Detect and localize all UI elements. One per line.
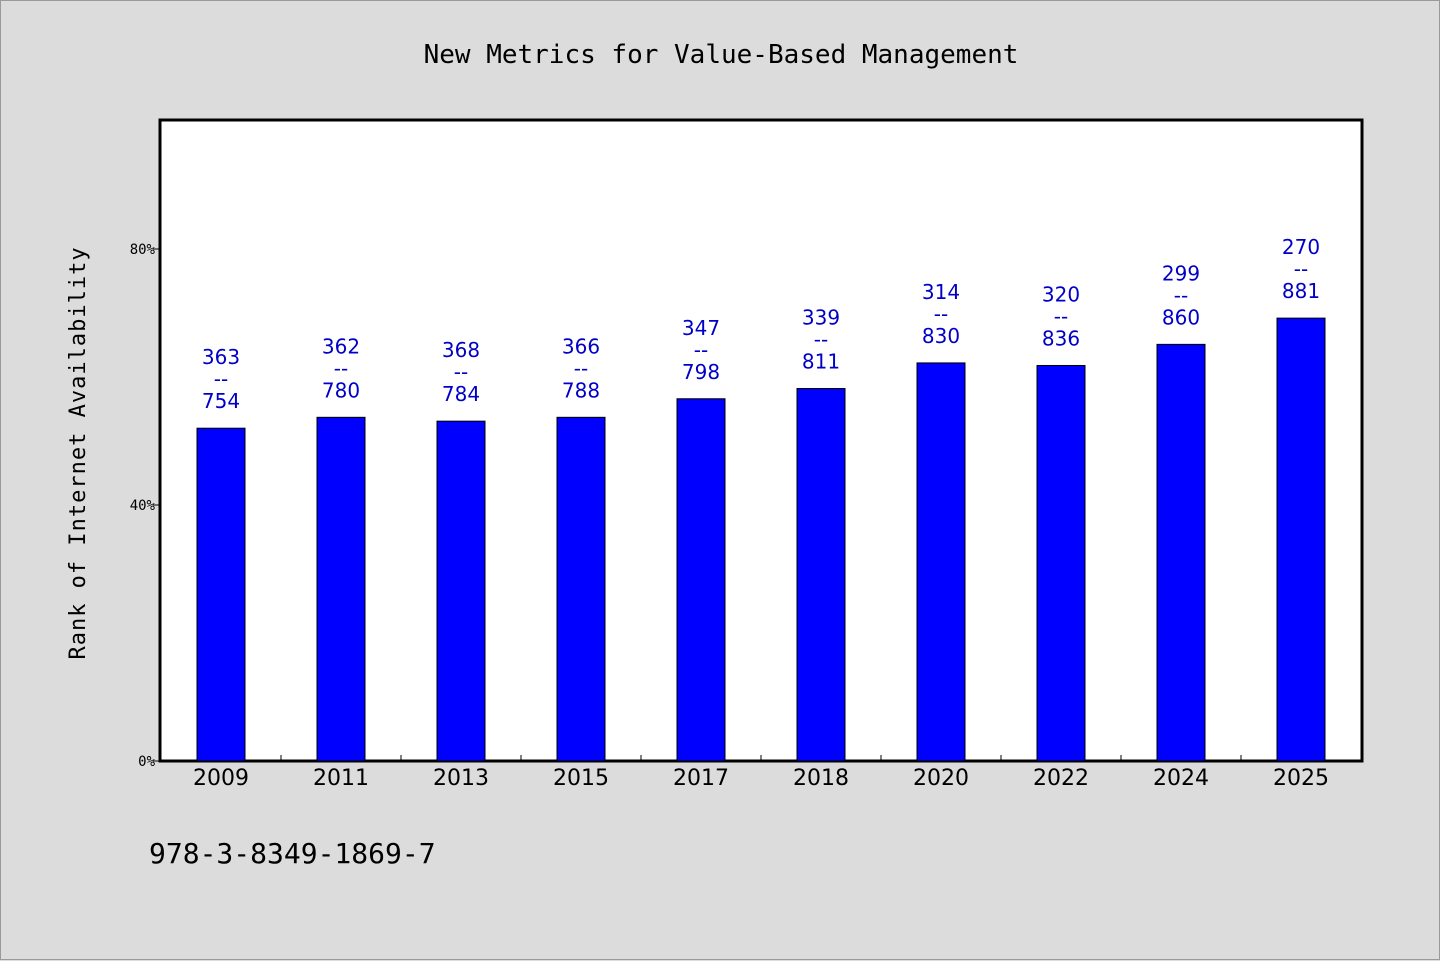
chart-title: New Metrics for Value-Based Management <box>424 40 1019 70</box>
bar-label-bottom: 784 <box>442 382 480 406</box>
data-labels: 754--363780--362784--368788--366798--347… <box>202 235 1320 413</box>
bar-label-bottom: 754 <box>202 389 240 413</box>
x-tick-label: 2024 <box>1153 766 1209 791</box>
bar-label-top: 320 <box>1042 282 1080 306</box>
x-tick-label: 2017 <box>673 766 729 791</box>
bar-label-separator: -- <box>934 302 948 326</box>
x-tick-label: 2013 <box>433 766 489 791</box>
bar-2025 <box>1276 317 1326 762</box>
x-tick-label: 2022 <box>1033 766 1089 791</box>
bar-label-top: 339 <box>802 306 840 330</box>
bar-label-bottom: 811 <box>802 350 840 374</box>
x-tick-label: 2020 <box>913 766 969 791</box>
bar-2022 <box>1036 364 1086 762</box>
bar-label-separator: -- <box>1054 304 1068 328</box>
y-axis: 0% 40% 80% <box>130 242 161 770</box>
bar-label-separator: -- <box>814 328 828 352</box>
bar-2015 <box>556 416 606 762</box>
bar-2011 <box>316 416 366 762</box>
x-axis: 2009 2011 2013 2015 2017 2018 2020 2022 2024 2025 <box>193 755 1329 791</box>
x-tick-label: 2018 <box>793 766 849 791</box>
bar-label-bottom: 798 <box>682 360 720 384</box>
bar-label-top: 368 <box>442 338 480 362</box>
bar-2018 <box>796 388 846 762</box>
bars-layer <box>196 317 1326 762</box>
bar-label-bottom: 836 <box>1042 326 1080 350</box>
bar-2017 <box>676 398 726 762</box>
bar-label-separator: -- <box>1174 283 1188 307</box>
x-tick-label: 2009 <box>193 766 249 791</box>
bar-label-bottom: 830 <box>922 324 960 348</box>
bar-label-separator: -- <box>454 360 468 384</box>
bar-label-top: 347 <box>682 316 720 340</box>
bar-label-separator: -- <box>574 356 588 380</box>
footer-isbn: 978-3-8349-1869-7 <box>149 837 436 870</box>
bar-label-bottom: 788 <box>562 378 600 402</box>
bar-label-bottom: 860 <box>1162 305 1200 329</box>
bar-label-top: 270 <box>1282 235 1320 259</box>
x-tick-label: 2011 <box>313 766 369 791</box>
bar-label-separator: -- <box>694 338 708 362</box>
bar-label-top: 362 <box>322 334 360 358</box>
y-tick-label: 40% <box>130 498 156 514</box>
bar-label-top: 366 <box>562 334 600 358</box>
bar-label-top: 299 <box>1162 261 1200 285</box>
bar-label-separator: -- <box>214 367 228 391</box>
y-tick-label: 0% <box>138 754 155 770</box>
bar-label-separator: -- <box>1294 257 1308 281</box>
bar-label-top: 363 <box>202 345 240 369</box>
y-axis-label: Rank of Internet Availability <box>66 246 91 659</box>
bar-label-bottom: 881 <box>1282 279 1320 303</box>
bar-label-top: 314 <box>922 280 960 304</box>
y-tick-label: 80% <box>130 242 156 258</box>
bar-2024 <box>1156 343 1206 762</box>
bar-2013 <box>436 420 486 762</box>
x-tick-label: 2015 <box>553 766 609 791</box>
bar-label-separator: -- <box>334 356 348 380</box>
x-tick-label: 2025 <box>1273 766 1329 791</box>
bar-label-bottom: 780 <box>322 378 360 402</box>
bar-2009 <box>196 427 246 762</box>
bar-2020 <box>916 362 966 762</box>
